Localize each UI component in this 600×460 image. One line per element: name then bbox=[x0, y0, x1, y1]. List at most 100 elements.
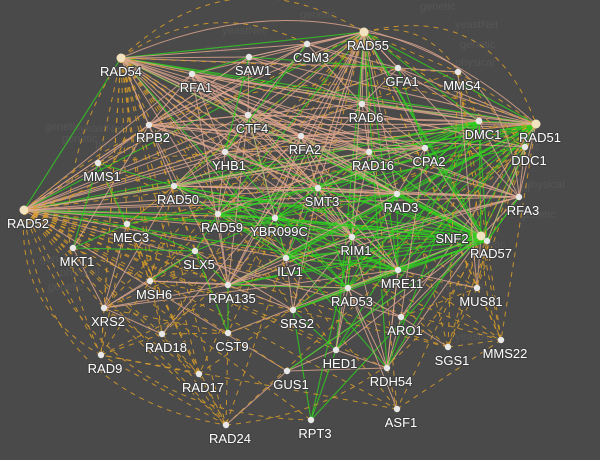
edge-coexpression bbox=[335, 31, 365, 351]
node-mms4[interactable] bbox=[454, 68, 462, 76]
node-ctf4[interactable] bbox=[244, 111, 252, 119]
node-gus1[interactable] bbox=[283, 367, 291, 375]
node-rad16[interactable] bbox=[365, 148, 373, 156]
edge-genetic bbox=[23, 209, 398, 410]
node-rad57[interactable] bbox=[483, 237, 491, 245]
node-mms22[interactable] bbox=[497, 336, 505, 344]
edge-genetic bbox=[126, 223, 151, 282]
edge-coexpression bbox=[396, 120, 480, 195]
edge-physical bbox=[247, 114, 426, 149]
edge-genetic bbox=[396, 235, 482, 410]
edge-physical bbox=[173, 185, 353, 238]
node-msh6[interactable] bbox=[146, 277, 154, 285]
node-rad50[interactable] bbox=[170, 182, 178, 190]
node-layer[interactable] bbox=[19, 27, 541, 429]
node-slx5[interactable] bbox=[191, 247, 199, 255]
node-rad6[interactable] bbox=[358, 100, 366, 108]
node-rpt3[interactable] bbox=[307, 416, 315, 424]
node-rad17[interactable] bbox=[195, 370, 203, 378]
node-hed1[interactable] bbox=[332, 346, 340, 354]
node-rad52[interactable] bbox=[19, 205, 29, 215]
node-saw1[interactable] bbox=[245, 53, 253, 61]
node-rad18[interactable] bbox=[158, 330, 166, 338]
node-rad9[interactable] bbox=[97, 351, 105, 359]
node-label-rfa1: RFA1 bbox=[180, 80, 213, 95]
node-rad55[interactable] bbox=[359, 27, 369, 37]
node-rdh54[interactable] bbox=[383, 364, 391, 372]
node-ddc1[interactable] bbox=[521, 143, 529, 151]
node-label-rad3: RAD3 bbox=[384, 200, 419, 215]
node-label-rad50: RAD50 bbox=[157, 192, 199, 207]
node-rfa3[interactable] bbox=[515, 193, 523, 201]
node-rad24[interactable] bbox=[222, 421, 230, 429]
edge-physical bbox=[120, 57, 276, 219]
edge-physical bbox=[23, 114, 249, 211]
edge-physical bbox=[248, 56, 363, 105]
node-sgs1[interactable] bbox=[444, 343, 452, 351]
node-rfa2[interactable] bbox=[297, 132, 305, 140]
node-label-asf1: ASF1 bbox=[385, 415, 418, 430]
edge-physical bbox=[351, 151, 370, 238]
node-label-mre11: MRE11 bbox=[381, 276, 423, 291]
node-rad51[interactable] bbox=[531, 119, 541, 129]
edge-physical bbox=[361, 103, 426, 149]
node-rad3[interactable] bbox=[393, 190, 401, 198]
edge-physical bbox=[161, 103, 363, 335]
node-smt3[interactable] bbox=[314, 184, 322, 192]
node-label-rad54: RAD54 bbox=[100, 64, 142, 79]
node-xrs2[interactable] bbox=[100, 304, 108, 312]
node-mms1[interactable] bbox=[94, 159, 102, 167]
edge-genetic bbox=[23, 209, 163, 335]
edge-physical bbox=[149, 280, 349, 289]
node-mec3[interactable] bbox=[123, 220, 131, 228]
edge-genetic bbox=[447, 339, 502, 348]
edge-physical bbox=[457, 71, 478, 289]
edge-coexpression bbox=[351, 236, 488, 242]
edge-genetic bbox=[363, 31, 526, 148]
node-aro1[interactable] bbox=[397, 313, 405, 321]
node-dmc1[interactable] bbox=[475, 117, 483, 125]
node-mus81[interactable] bbox=[473, 284, 481, 292]
node-rpa135[interactable] bbox=[224, 281, 232, 289]
edge-physical bbox=[224, 147, 426, 153]
edge-physical bbox=[518, 146, 526, 198]
edge-coexpression bbox=[274, 217, 287, 259]
edge-genetic bbox=[457, 71, 488, 242]
node-ilv1[interactable] bbox=[282, 254, 290, 262]
node-cst9[interactable] bbox=[224, 329, 232, 337]
node-mkt1[interactable] bbox=[69, 244, 77, 252]
node-rad53[interactable] bbox=[344, 284, 352, 292]
edge-coexpression bbox=[286, 235, 482, 372]
edge-genetic bbox=[23, 209, 337, 351]
node-rfa1[interactable] bbox=[188, 70, 196, 78]
node-rpb2[interactable] bbox=[145, 121, 153, 129]
node-srs2[interactable] bbox=[289, 306, 297, 314]
node-snf2[interactable] bbox=[476, 231, 486, 241]
edge-coexpression bbox=[285, 240, 488, 259]
edge-coexpression bbox=[274, 193, 398, 219]
node-gfa1[interactable] bbox=[394, 64, 402, 72]
edge-coexpression bbox=[397, 67, 426, 149]
node-label-rad16: RAD16 bbox=[352, 158, 394, 173]
node-csm3[interactable] bbox=[303, 40, 311, 48]
background-watermark: yeastNet bbox=[455, 19, 498, 31]
edge-physical bbox=[361, 103, 370, 153]
edge-coexpression bbox=[227, 240, 488, 286]
node-rad59[interactable] bbox=[214, 210, 222, 218]
node-rad54[interactable] bbox=[116, 53, 126, 63]
edge-physical bbox=[103, 223, 128, 309]
edge-genetic bbox=[486, 240, 502, 341]
node-mre11[interactable] bbox=[394, 266, 402, 274]
node-yhb1[interactable] bbox=[221, 148, 229, 156]
node-asf1[interactable] bbox=[393, 405, 401, 413]
edge-physical bbox=[368, 151, 398, 195]
edge-physical bbox=[23, 151, 226, 211]
node-ybr099c[interactable] bbox=[271, 214, 279, 222]
node-cpa2[interactable] bbox=[421, 144, 429, 152]
edge-coexpression bbox=[224, 43, 308, 153]
node-rim1[interactable] bbox=[348, 233, 356, 241]
edge-genetic bbox=[23, 209, 105, 309]
edge-physical bbox=[361, 103, 537, 125]
edge-physical bbox=[23, 103, 363, 211]
